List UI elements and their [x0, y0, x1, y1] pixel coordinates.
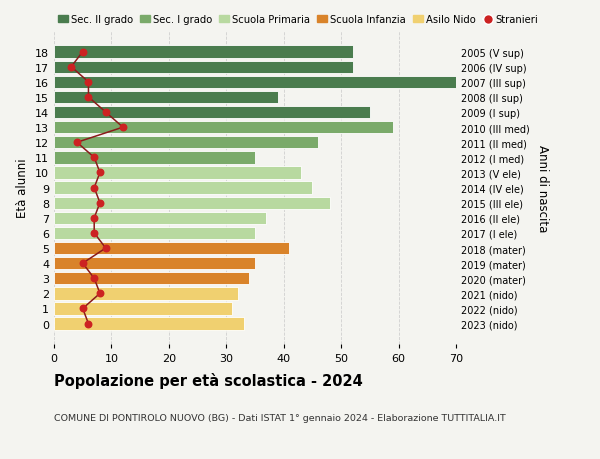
- Point: [67, 64, 76, 71]
- Bar: [54, 152, 255, 164]
- Bar: [54, 227, 255, 240]
- Point: [83, 79, 93, 86]
- Bar: [54, 302, 232, 315]
- Bar: [54, 46, 353, 59]
- Bar: [54, 91, 278, 104]
- Point: [89, 275, 99, 282]
- Bar: [54, 287, 238, 300]
- Bar: [54, 257, 255, 270]
- Point: [83, 320, 93, 328]
- Point: [89, 185, 99, 192]
- Point: [95, 290, 105, 297]
- Bar: [54, 167, 301, 179]
- Bar: [54, 137, 318, 149]
- Point: [78, 260, 88, 267]
- Y-axis label: Anni di nascita: Anni di nascita: [536, 145, 549, 232]
- Bar: [54, 212, 266, 224]
- Bar: [54, 182, 313, 194]
- Bar: [54, 273, 249, 285]
- Text: COMUNE DI PONTIROLO NUOVO (BG) - Dati ISTAT 1° gennaio 2024 - Elaborazione TUTTI: COMUNE DI PONTIROLO NUOVO (BG) - Dati IS…: [54, 413, 506, 422]
- Point: [89, 230, 99, 237]
- Point: [101, 245, 110, 252]
- Bar: [54, 122, 393, 134]
- Text: Popolazione per età scolastica - 2024: Popolazione per età scolastica - 2024: [54, 372, 363, 388]
- Bar: [54, 77, 456, 89]
- Bar: [54, 197, 329, 209]
- Y-axis label: Età alunni: Età alunni: [16, 158, 29, 218]
- Bar: [54, 106, 370, 119]
- Point: [89, 154, 99, 162]
- Point: [101, 109, 110, 117]
- Bar: [54, 242, 289, 255]
- Point: [72, 139, 82, 146]
- Bar: [54, 318, 244, 330]
- Point: [118, 124, 128, 132]
- Point: [83, 94, 93, 101]
- Point: [78, 49, 88, 56]
- Point: [78, 305, 88, 313]
- Point: [95, 169, 105, 177]
- Legend: Sec. II grado, Sec. I grado, Scuola Primaria, Scuola Infanzia, Asilo Nido, Stran: Sec. II grado, Sec. I grado, Scuola Prim…: [54, 11, 542, 29]
- Point: [89, 215, 99, 222]
- Bar: [54, 62, 353, 74]
- Point: [95, 200, 105, 207]
